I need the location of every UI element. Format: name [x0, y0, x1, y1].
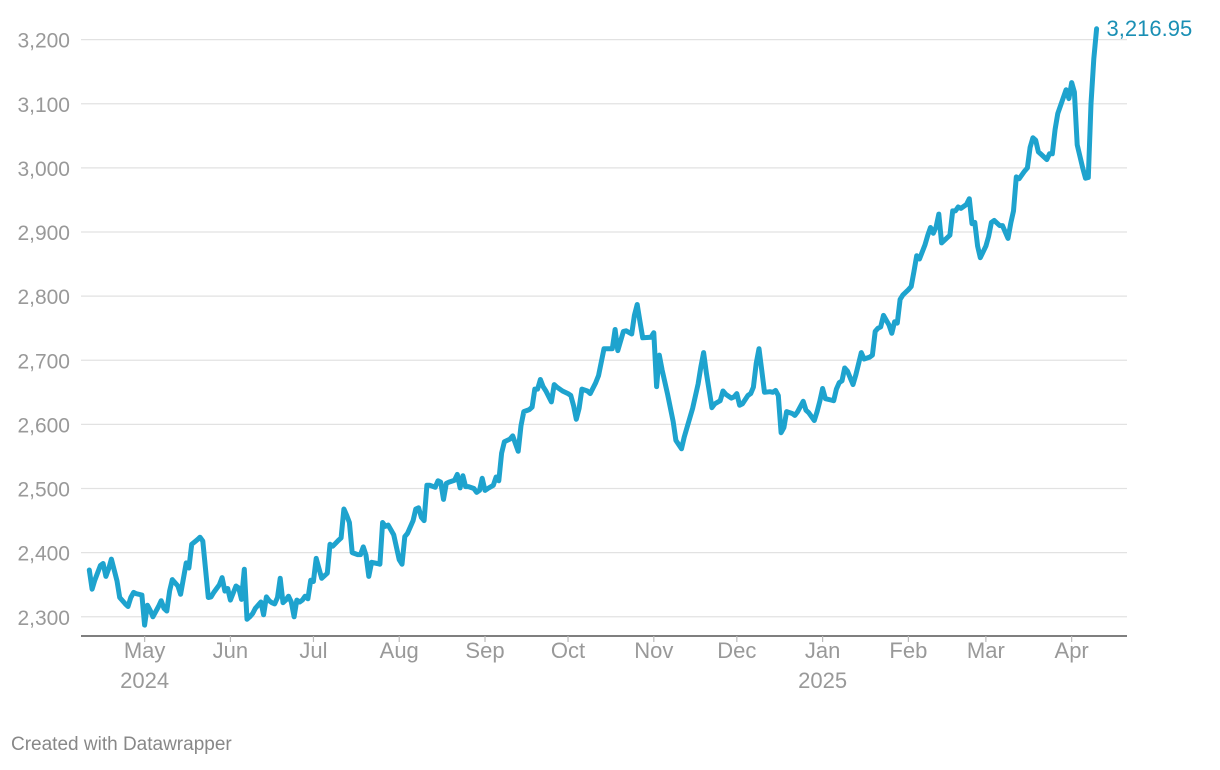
series-layer — [86, 26, 1100, 628]
x-tick-label: Feb — [889, 638, 927, 663]
series-line-price — [86, 26, 1100, 628]
x-tick-label: Aug — [380, 638, 419, 663]
x-axis-ticks: May 2024 Jun Jul Aug Sep Oct Nov Dec Jan 2025 Feb Ma… — [120, 636, 1089, 693]
x-tick-label: Jul — [299, 638, 327, 663]
x-tick-label: Dec — [717, 638, 756, 663]
x-tick-label: May — [124, 638, 166, 663]
end-label-layer: 3,216.95 — [1107, 16, 1193, 41]
x-tick-label: Mar — [967, 638, 1005, 663]
x-tick-label: Jun — [213, 638, 248, 663]
gridlines — [81, 39, 1127, 637]
y-tick-label: 2,900 — [17, 222, 70, 245]
y-tick-label: 2,500 — [17, 479, 70, 502]
x-tick-year-label: 2025 — [798, 668, 847, 693]
y-tick-label: 2,300 — [17, 607, 70, 630]
y-tick-label: 2,800 — [17, 286, 70, 309]
x-tick-label: Sep — [465, 638, 504, 663]
credit-text: Created with Datawrapper — [11, 734, 232, 755]
x-tick-year-label: 2024 — [120, 668, 169, 693]
y-tick-label: 2,400 — [17, 543, 70, 566]
y-tick-label: 3,000 — [17, 158, 70, 181]
x-tick-label: Apr — [1055, 638, 1089, 663]
x-tick-label: Oct — [551, 638, 585, 663]
end-value-label: 3,216.95 — [1107, 16, 1193, 41]
y-tick-label: 2,600 — [17, 414, 70, 437]
y-tick-label: 3,200 — [17, 30, 70, 53]
y-tick-label: 3,100 — [17, 94, 70, 117]
y-axis-ticks: 2,300 2,400 2,500 2,600 2,700 2,800 2,900 3,000… — [17, 30, 70, 630]
x-tick-label: Nov — [634, 638, 673, 663]
x-tick-label: Jan — [805, 638, 840, 663]
y-tick-label: 2,700 — [17, 350, 70, 373]
